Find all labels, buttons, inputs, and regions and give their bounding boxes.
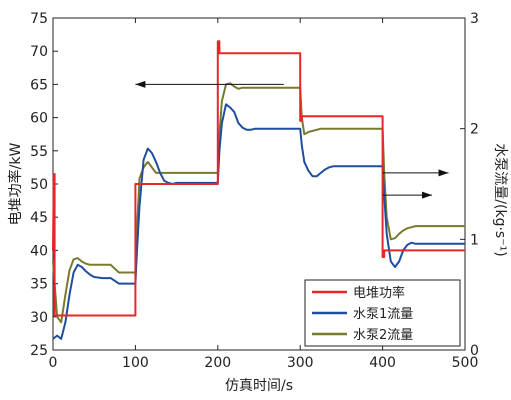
legend-label-pump2-flow: 水泵2流量: [353, 328, 413, 343]
annotation-arrow-head: [135, 80, 146, 88]
y-right-axis-label: 水泵流量/(kg·s⁻¹): [492, 143, 508, 256]
x-tick-label: 0: [49, 355, 58, 371]
y-left-tick-label: 25: [30, 343, 48, 359]
x-tick-label: 500: [452, 355, 479, 371]
y-left-axis-ticks: 25 30 35 40 45 50 55 60 65 70 75: [30, 11, 58, 359]
y-left-tick-label: 50: [30, 177, 48, 193]
y-right-tick-label: 0: [470, 343, 479, 359]
x-axis-label: 仿真时间/s: [225, 378, 293, 394]
annotation-arrow-head: [438, 169, 449, 177]
y-left-axis-label: 电堆功率/kW: [7, 143, 24, 226]
y-right-tick-label: 3: [470, 11, 479, 27]
pump1-flow-line: [52, 103, 465, 340]
legend: 电堆功率 水泵1流量 水泵2流量: [304, 279, 461, 347]
y-left-tick-label: 45: [30, 210, 48, 226]
x-tick-label: 200: [204, 355, 231, 371]
y-left-tick-label: 75: [30, 11, 48, 27]
y-left-tick-label: 30: [30, 310, 48, 326]
legend-label-stack-power: 电堆功率: [353, 285, 405, 301]
pump2-flow-line: [52, 82, 465, 324]
stack-power-line: [52, 40, 465, 317]
y-left-tick-label: 60: [30, 111, 48, 127]
x-tick-label: 300: [287, 355, 314, 371]
x-tick-label: 400: [369, 355, 396, 371]
y-left-tick-label: 40: [30, 243, 48, 259]
y-left-tick-label: 55: [30, 144, 48, 160]
y-left-tick-label: 35: [30, 277, 48, 293]
series-layer: [52, 40, 465, 340]
annotation-arrow-head: [422, 191, 433, 199]
y-right-axis-ticks: 0 1 2 3: [460, 11, 479, 359]
y-left-tick-label: 70: [30, 44, 48, 60]
y-left-tick-label: 65: [30, 77, 48, 93]
annotation-layer: [135, 80, 449, 199]
x-axis-ticks: 0 100 200 300 400 500: [49, 18, 479, 371]
y-right-tick-label: 1: [470, 232, 479, 248]
y-right-tick-label: 2: [470, 122, 479, 138]
legend-label-pump1-flow: 水泵1流量: [353, 307, 413, 322]
x-tick-label: 100: [122, 355, 149, 371]
